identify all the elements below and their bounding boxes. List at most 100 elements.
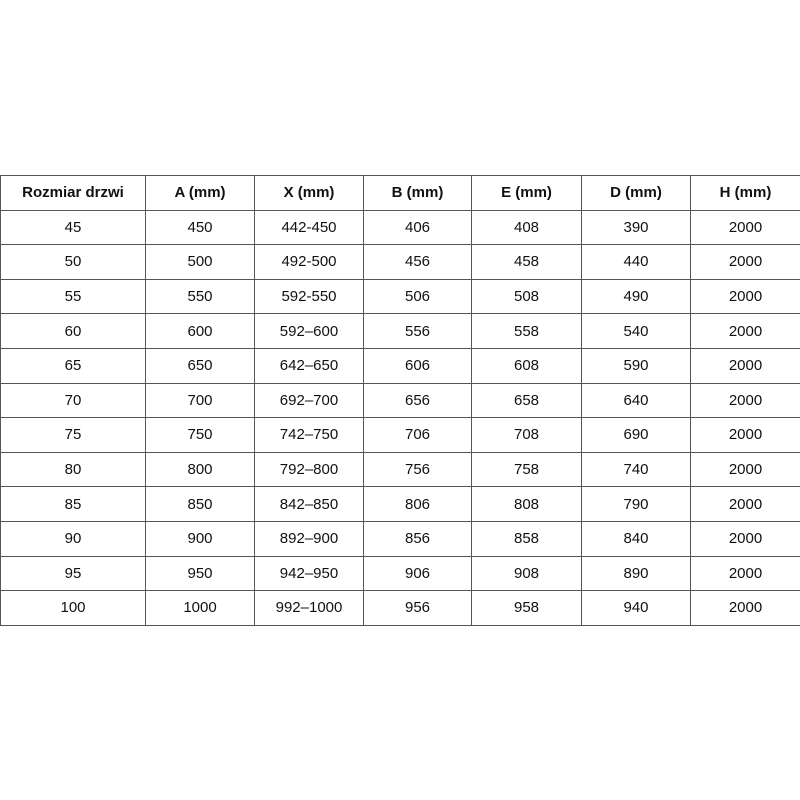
table-row: 95 950 942–950 906 908 890 2000 bbox=[0, 555, 800, 592]
table-row: 100 1000 992–1000 956 958 940 2000 bbox=[0, 590, 800, 626]
column-header: E (mm) bbox=[471, 175, 582, 211]
table-cell: 508 bbox=[471, 278, 582, 315]
table-cell: 2000 bbox=[690, 278, 800, 315]
column-header: B (mm) bbox=[363, 175, 472, 211]
table-cell: 456 bbox=[363, 244, 472, 280]
table-cell: 790 bbox=[581, 486, 691, 522]
table-row: 90 900 892–900 856 858 840 2000 bbox=[0, 520, 800, 557]
table-cell: 806 bbox=[363, 486, 472, 522]
table-cell: 45 bbox=[0, 209, 146, 246]
table-cell: 540 bbox=[581, 313, 691, 349]
table-cell: 650 bbox=[145, 347, 255, 384]
table-cell: 800 bbox=[145, 451, 255, 488]
table-cell: 708 bbox=[471, 417, 582, 453]
table-cell: 840 bbox=[581, 520, 691, 557]
table-cell: 942–950 bbox=[254, 555, 364, 592]
table-cell: 500 bbox=[145, 244, 255, 280]
table-cell: 75 bbox=[0, 417, 146, 453]
table-cell: 940 bbox=[581, 590, 691, 626]
table-cell: 60 bbox=[0, 313, 146, 349]
table-cell: 858 bbox=[471, 520, 582, 557]
table-cell: 906 bbox=[363, 555, 472, 592]
table-cell: 740 bbox=[581, 451, 691, 488]
table-row: 55 550 592-550 506 508 490 2000 bbox=[0, 278, 800, 315]
table-row: 45 450 442-450 406 408 390 2000 bbox=[0, 209, 800, 246]
table-cell: 2000 bbox=[690, 244, 800, 280]
table-cell: 2000 bbox=[690, 347, 800, 384]
table-cell: 2000 bbox=[690, 417, 800, 453]
table-cell: 506 bbox=[363, 278, 472, 315]
table-cell: 442-450 bbox=[254, 209, 364, 246]
table-cell: 658 bbox=[471, 382, 582, 419]
door-size-table: Rozmiar drzwi A (mm) X (mm) B (mm) E (mm) D (… bbox=[0, 175, 800, 626]
table-cell: 1000 bbox=[145, 590, 255, 626]
table-cell: 608 bbox=[471, 347, 582, 384]
table-row: 65 650 642–650 606 608 590 2000 bbox=[0, 347, 800, 384]
table-cell: 390 bbox=[581, 209, 691, 246]
table-cell: 756 bbox=[363, 451, 472, 488]
table-cell: 956 bbox=[363, 590, 472, 626]
table-cell: 492-500 bbox=[254, 244, 364, 280]
table-cell: 70 bbox=[0, 382, 146, 419]
table-cell: 80 bbox=[0, 451, 146, 488]
table-cell: 2000 bbox=[690, 590, 800, 626]
table-row: 60 600 592–600 556 558 540 2000 bbox=[0, 313, 800, 349]
table-cell: 408 bbox=[471, 209, 582, 246]
table-cell: 100 bbox=[0, 590, 146, 626]
table-cell: 2000 bbox=[690, 486, 800, 522]
table-cell: 458 bbox=[471, 244, 582, 280]
table-cell: 2000 bbox=[690, 451, 800, 488]
table-cell: 55 bbox=[0, 278, 146, 315]
column-header: D (mm) bbox=[581, 175, 691, 211]
table-cell: 856 bbox=[363, 520, 472, 557]
table-cell: 792–800 bbox=[254, 451, 364, 488]
table-cell: 406 bbox=[363, 209, 472, 246]
table-row: 50 500 492-500 456 458 440 2000 bbox=[0, 244, 800, 280]
column-header: X (mm) bbox=[254, 175, 364, 211]
table-cell: 2000 bbox=[690, 520, 800, 557]
table-cell: 640 bbox=[581, 382, 691, 419]
table-row: 85 850 842–850 806 808 790 2000 bbox=[0, 486, 800, 522]
table-cell: 850 bbox=[145, 486, 255, 522]
table-cell: 900 bbox=[145, 520, 255, 557]
table-cell: 892–900 bbox=[254, 520, 364, 557]
table-cell: 750 bbox=[145, 417, 255, 453]
table-cell: 550 bbox=[145, 278, 255, 315]
table-cell: 450 bbox=[145, 209, 255, 246]
table-cell: 656 bbox=[363, 382, 472, 419]
table-cell: 2000 bbox=[690, 313, 800, 349]
table-cell: 65 bbox=[0, 347, 146, 384]
table-cell: 85 bbox=[0, 486, 146, 522]
table-cell: 2000 bbox=[690, 555, 800, 592]
table-cell: 742–750 bbox=[254, 417, 364, 453]
table-row: 75 750 742–750 706 708 690 2000 bbox=[0, 417, 800, 453]
table-cell: 490 bbox=[581, 278, 691, 315]
table-cell: 808 bbox=[471, 486, 582, 522]
header-row: Rozmiar drzwi A (mm) X (mm) B (mm) E (mm) D (… bbox=[0, 175, 800, 211]
table-cell: 692–700 bbox=[254, 382, 364, 419]
table-cell: 50 bbox=[0, 244, 146, 280]
table-cell: 842–850 bbox=[254, 486, 364, 522]
column-header: A (mm) bbox=[145, 175, 255, 211]
table-cell: 606 bbox=[363, 347, 472, 384]
table-cell: 592–600 bbox=[254, 313, 364, 349]
table-cell: 690 bbox=[581, 417, 691, 453]
table-cell: 95 bbox=[0, 555, 146, 592]
table-cell: 700 bbox=[145, 382, 255, 419]
table-cell: 908 bbox=[471, 555, 582, 592]
table-cell: 2000 bbox=[690, 209, 800, 246]
table-cell: 592-550 bbox=[254, 278, 364, 315]
table-cell: 950 bbox=[145, 555, 255, 592]
column-header: H (mm) bbox=[690, 175, 800, 211]
column-header: Rozmiar drzwi bbox=[0, 175, 146, 211]
table-cell: 992–1000 bbox=[254, 590, 364, 626]
table-cell: 590 bbox=[581, 347, 691, 384]
table-cell: 706 bbox=[363, 417, 472, 453]
table-cell: 890 bbox=[581, 555, 691, 592]
table-row: 80 800 792–800 756 758 740 2000 bbox=[0, 451, 800, 488]
table-cell: 758 bbox=[471, 451, 582, 488]
table-cell: 600 bbox=[145, 313, 255, 349]
table-cell: 2000 bbox=[690, 382, 800, 419]
table-cell: 440 bbox=[581, 244, 691, 280]
table-row: 70 700 692–700 656 658 640 2000 bbox=[0, 382, 800, 419]
